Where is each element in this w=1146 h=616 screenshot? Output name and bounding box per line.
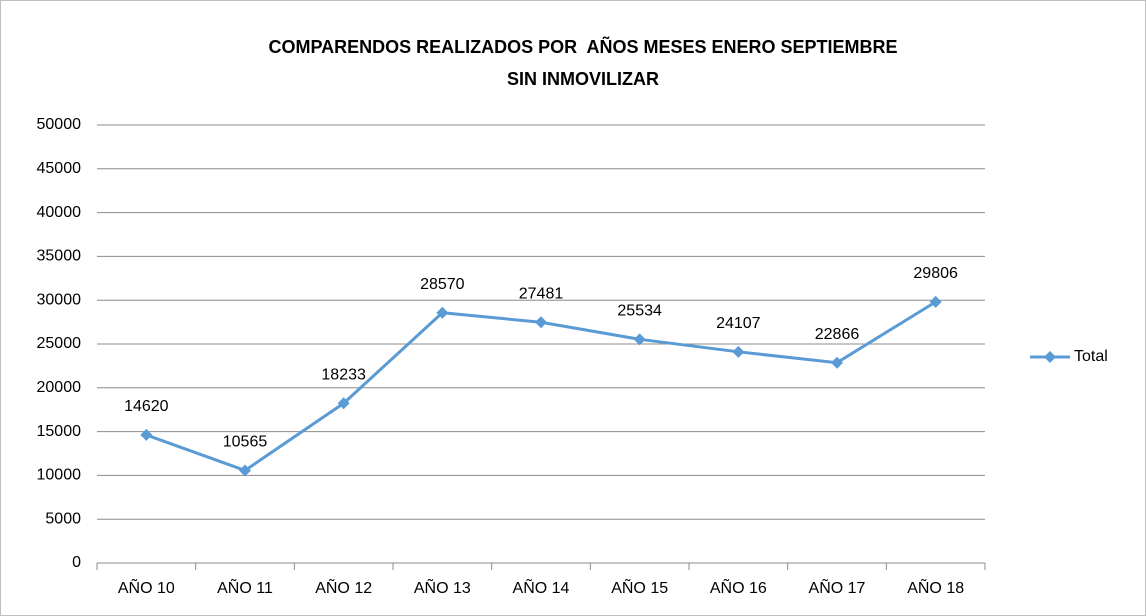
x-tick-label: AÑO 14	[513, 577, 570, 597]
y-tick-label: 5000	[45, 510, 81, 527]
x-tick-label: AÑO 13	[414, 577, 471, 597]
legend-label: Total	[1074, 348, 1108, 365]
x-tick-label: AÑO 10	[118, 577, 175, 597]
point-marker	[929, 295, 942, 308]
point-marker	[436, 306, 449, 319]
y-tick-label: 35000	[37, 248, 82, 265]
y-tick-label: 50000	[37, 116, 82, 133]
legend-marker	[1044, 351, 1056, 363]
y-tick-label: 25000	[37, 335, 82, 352]
y-tick-label: 30000	[37, 291, 82, 308]
point-marker	[831, 356, 843, 369]
x-tick-label: AÑO 18	[907, 577, 964, 597]
x-tick-label: AÑO 12	[315, 577, 372, 597]
x-tick-label: AÑO 16	[710, 577, 767, 597]
x-tick-label: AÑO 11	[217, 577, 273, 597]
data-label: 28570	[420, 276, 465, 293]
point-marker	[140, 428, 153, 441]
data-label: 25534	[617, 303, 662, 320]
point-marker	[633, 333, 646, 346]
point-marker	[732, 345, 745, 358]
y-tick-label: 10000	[37, 467, 82, 484]
chart-title: COMPARENDOS REALIZADOS POR AÑOS MESES EN…	[268, 36, 897, 57]
y-tick-label: 20000	[37, 379, 82, 396]
point-marker	[239, 464, 251, 477]
data-label: 18233	[321, 366, 366, 383]
data-label: 10565	[223, 434, 268, 451]
x-tick-label: AÑO 17	[809, 577, 866, 597]
x-tick-label: AÑO 15	[611, 577, 668, 597]
y-tick-label: 45000	[37, 160, 82, 177]
point-marker	[535, 316, 547, 329]
data-label: 14620	[124, 398, 169, 415]
data-label: 24107	[716, 315, 761, 332]
y-tick-label: 0	[72, 554, 81, 571]
point-marker	[337, 397, 350, 410]
y-tick-label: 40000	[37, 204, 82, 221]
data-label: 27481	[519, 285, 564, 302]
data-label: 22866	[815, 326, 860, 343]
data-label: 29806	[913, 265, 958, 282]
y-tick-label: 15000	[37, 423, 82, 440]
chart-title: SIN INMOVILIZAR	[507, 69, 659, 89]
